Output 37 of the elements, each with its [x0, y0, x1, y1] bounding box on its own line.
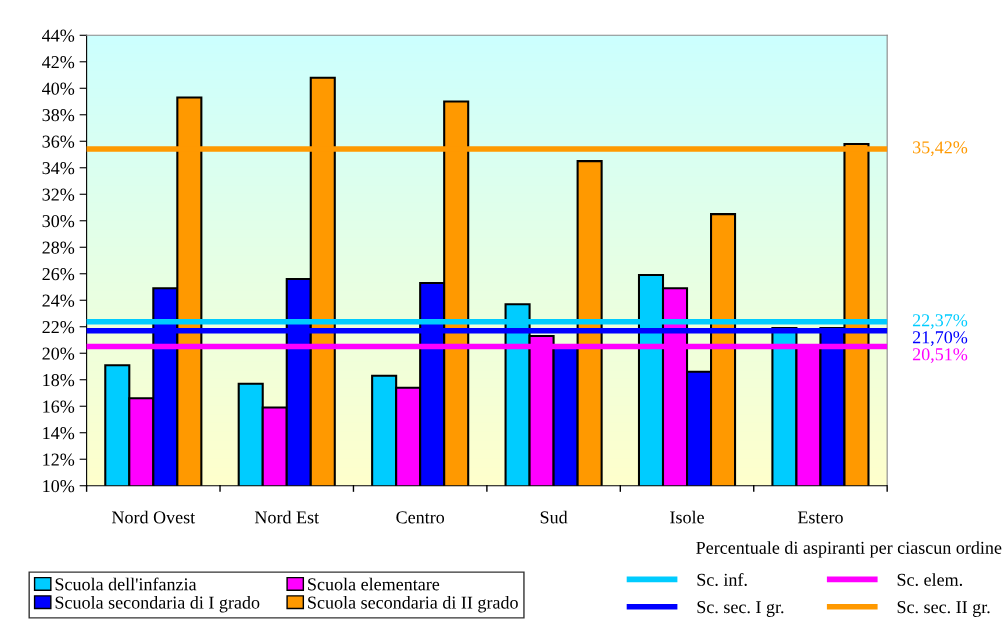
- y-tick-label: 34%: [42, 162, 75, 175]
- legend-label: Scuola secondaria di I grado: [55, 595, 260, 613]
- x-tick-label: Isole: [670, 510, 704, 524]
- legend-label: Sc. inf.: [697, 572, 747, 586]
- y-tick-label: 30%: [42, 215, 75, 228]
- text: 20,51%: [912, 348, 968, 363]
- y-tick-label: 14%: [43, 426, 75, 440]
- y-tick-label: 24%: [42, 294, 75, 307]
- legend-label: Sc. sec. I gr.: [697, 601, 784, 617]
- y-tick-label: 28%: [42, 241, 75, 254]
- legend-label: Scuola secondaria di II grado: [308, 595, 518, 613]
- text: 35,42%: [913, 141, 968, 157]
- y-tick-label: 16%: [43, 400, 75, 413]
- x-axis-title: Percentuale di aspiranti per ciascun ordine: [696, 541, 1002, 558]
- x-tick-label: Estero: [797, 511, 843, 524]
- y-tick-label: 20%: [42, 347, 75, 360]
- y-tick-label: 10%: [43, 479, 75, 493]
- y-tick-label: 26%: [42, 268, 75, 281]
- text: 22,37%: [912, 314, 968, 329]
- y-tick-label: 44%: [42, 29, 75, 42]
- y-tick-label: 18%: [43, 374, 75, 387]
- x-tick-label: Sud: [540, 510, 568, 524]
- legend-label: Sc. elem.: [897, 573, 962, 586]
- x-tick-label: Nord Est: [254, 510, 319, 524]
- legend-label: Scuola elementare: [308, 577, 440, 591]
- y-tick-label: 42%: [42, 56, 75, 69]
- x-tick-label: Centro: [396, 511, 445, 524]
- y-tick-label: 22%: [42, 321, 75, 334]
- y-tick-label: 32%: [42, 188, 75, 201]
- y-tick-label: 12%: [43, 453, 75, 466]
- text: 21,70%: [912, 331, 968, 346]
- x-tick-label: Nord Ovest: [111, 510, 196, 524]
- y-tick-label: 40%: [42, 82, 75, 95]
- y-tick-label: 38%: [42, 109, 75, 122]
- y-tick-label: 36%: [42, 135, 75, 148]
- legend-label: Scuola dell'infanzia: [55, 577, 197, 591]
- legend-label: Sc. sec. II gr.: [897, 601, 990, 617]
